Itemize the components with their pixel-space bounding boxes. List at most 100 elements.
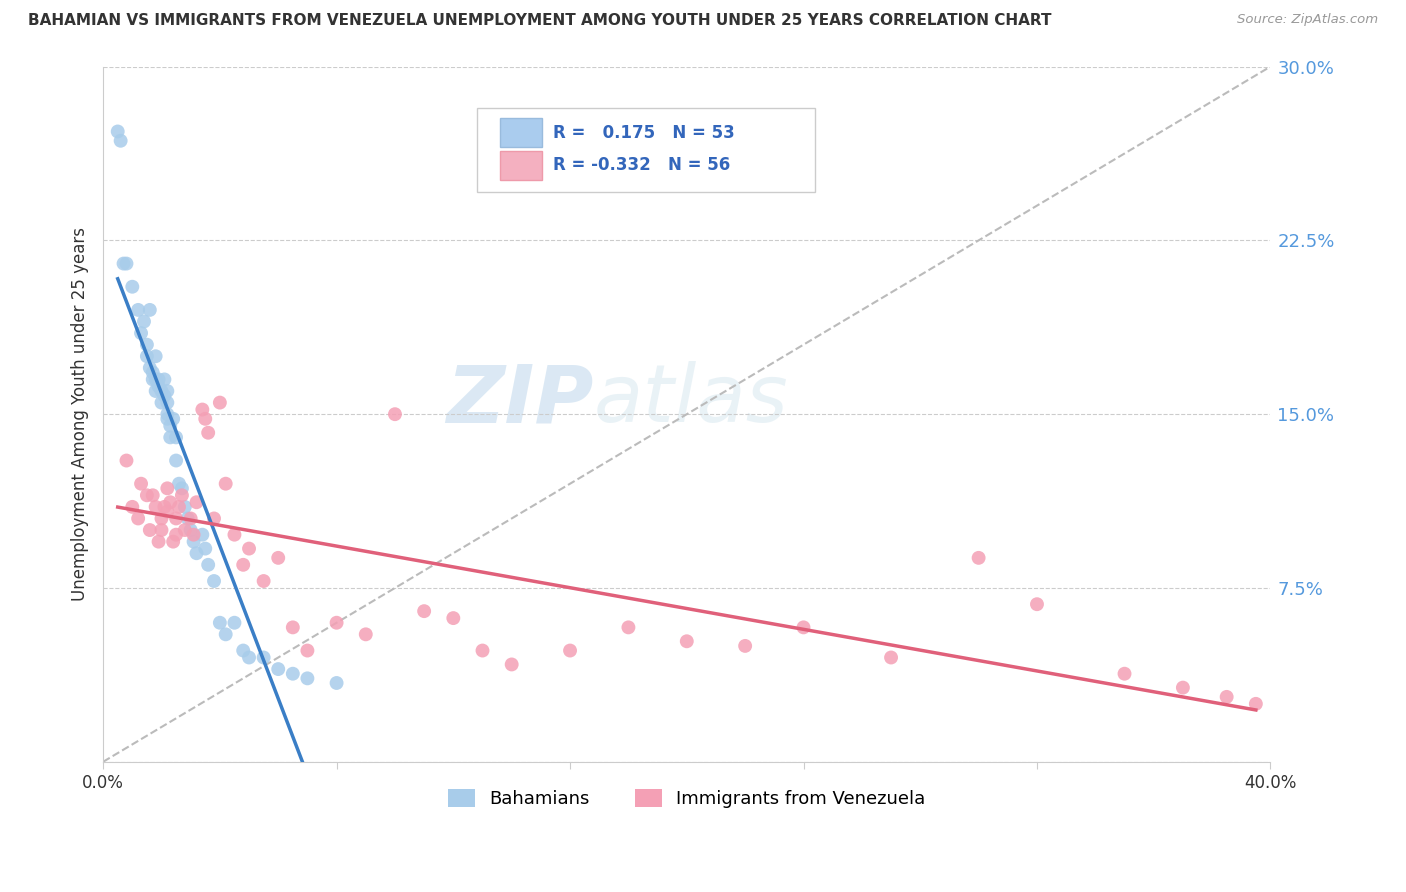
Point [413,604,436,618]
Point [165,511,187,525]
Point [148,372,170,386]
Point [197,558,219,572]
Point [165,430,187,444]
Text: ZIP: ZIP [446,361,593,439]
Point [162,412,184,426]
Point [150,511,173,525]
Text: atlas: atlas [593,361,789,439]
Point [224,527,246,541]
Point [792,620,814,634]
Point [135,349,157,363]
Point [132,314,155,328]
Y-axis label: Unemployment Among Youth under 25 years: Unemployment Among Youth under 25 years [72,227,89,601]
Point [1215,690,1237,704]
Point [183,534,205,549]
Point [115,256,138,270]
Point [148,379,170,393]
Point [471,643,494,657]
Point [215,476,238,491]
Point [129,326,152,340]
Point [127,302,149,317]
Point [267,662,290,676]
Point [208,395,231,409]
Point [617,620,640,634]
Point [1114,666,1136,681]
Point [354,627,377,641]
Point [267,550,290,565]
Point [139,523,162,537]
FancyBboxPatch shape [501,151,543,180]
Point [127,511,149,525]
Point [145,349,167,363]
Point [165,453,187,467]
Point [215,627,238,641]
Point [186,546,208,560]
Text: BAHAMIAN VS IMMIGRANTS FROM VENEZUELA UNEMPLOYMENT AMONG YOUTH UNDER 25 YEARS CO: BAHAMIAN VS IMMIGRANTS FROM VENEZUELA UN… [28,13,1052,29]
Point [967,550,990,565]
Point [734,639,756,653]
Point [1171,681,1194,695]
Point [197,425,219,440]
Point [194,412,217,426]
Point [142,366,165,380]
Point [159,495,181,509]
Point [177,511,200,525]
Point [162,534,184,549]
Point [232,558,254,572]
Point [281,620,304,634]
Point [156,412,179,426]
Point [384,407,406,421]
Point [202,574,225,588]
Point [142,372,165,386]
Point [675,634,697,648]
Point [191,527,214,541]
Point [153,500,176,514]
Point [183,527,205,541]
Point [110,134,132,148]
Point [173,523,195,537]
Point [139,360,162,375]
Point [142,488,165,502]
Point [170,488,193,502]
Point [194,541,217,556]
Point [135,488,157,502]
Point [107,124,129,138]
Point [150,395,173,409]
Point [208,615,231,630]
Point [238,650,260,665]
Point [145,384,167,398]
Point [325,676,347,690]
Point [148,534,170,549]
Point [238,541,260,556]
Point [167,476,190,491]
Point [325,615,347,630]
Point [880,650,903,665]
Point [121,279,143,293]
Point [297,643,319,657]
Text: R =   0.175   N = 53: R = 0.175 N = 53 [553,124,734,142]
Point [135,337,157,351]
Point [170,481,193,495]
Point [156,481,179,495]
Point [150,523,173,537]
FancyBboxPatch shape [477,108,815,192]
Point [173,500,195,514]
Point [156,504,179,518]
Point [145,500,167,514]
Point [153,372,176,386]
Point [281,666,304,681]
Point [180,511,202,525]
Point [186,495,208,509]
Point [253,574,276,588]
Point [156,395,179,409]
Legend: Bahamians, Immigrants from Venezuela: Bahamians, Immigrants from Venezuela [440,781,934,815]
Text: Source: ZipAtlas.com: Source: ZipAtlas.com [1237,13,1378,27]
Point [297,671,319,685]
Point [191,402,214,417]
Point [167,500,190,514]
Point [115,453,138,467]
Point [180,523,202,537]
Point [165,527,187,541]
Point [159,418,181,433]
Text: R = -0.332   N = 56: R = -0.332 N = 56 [553,156,730,174]
